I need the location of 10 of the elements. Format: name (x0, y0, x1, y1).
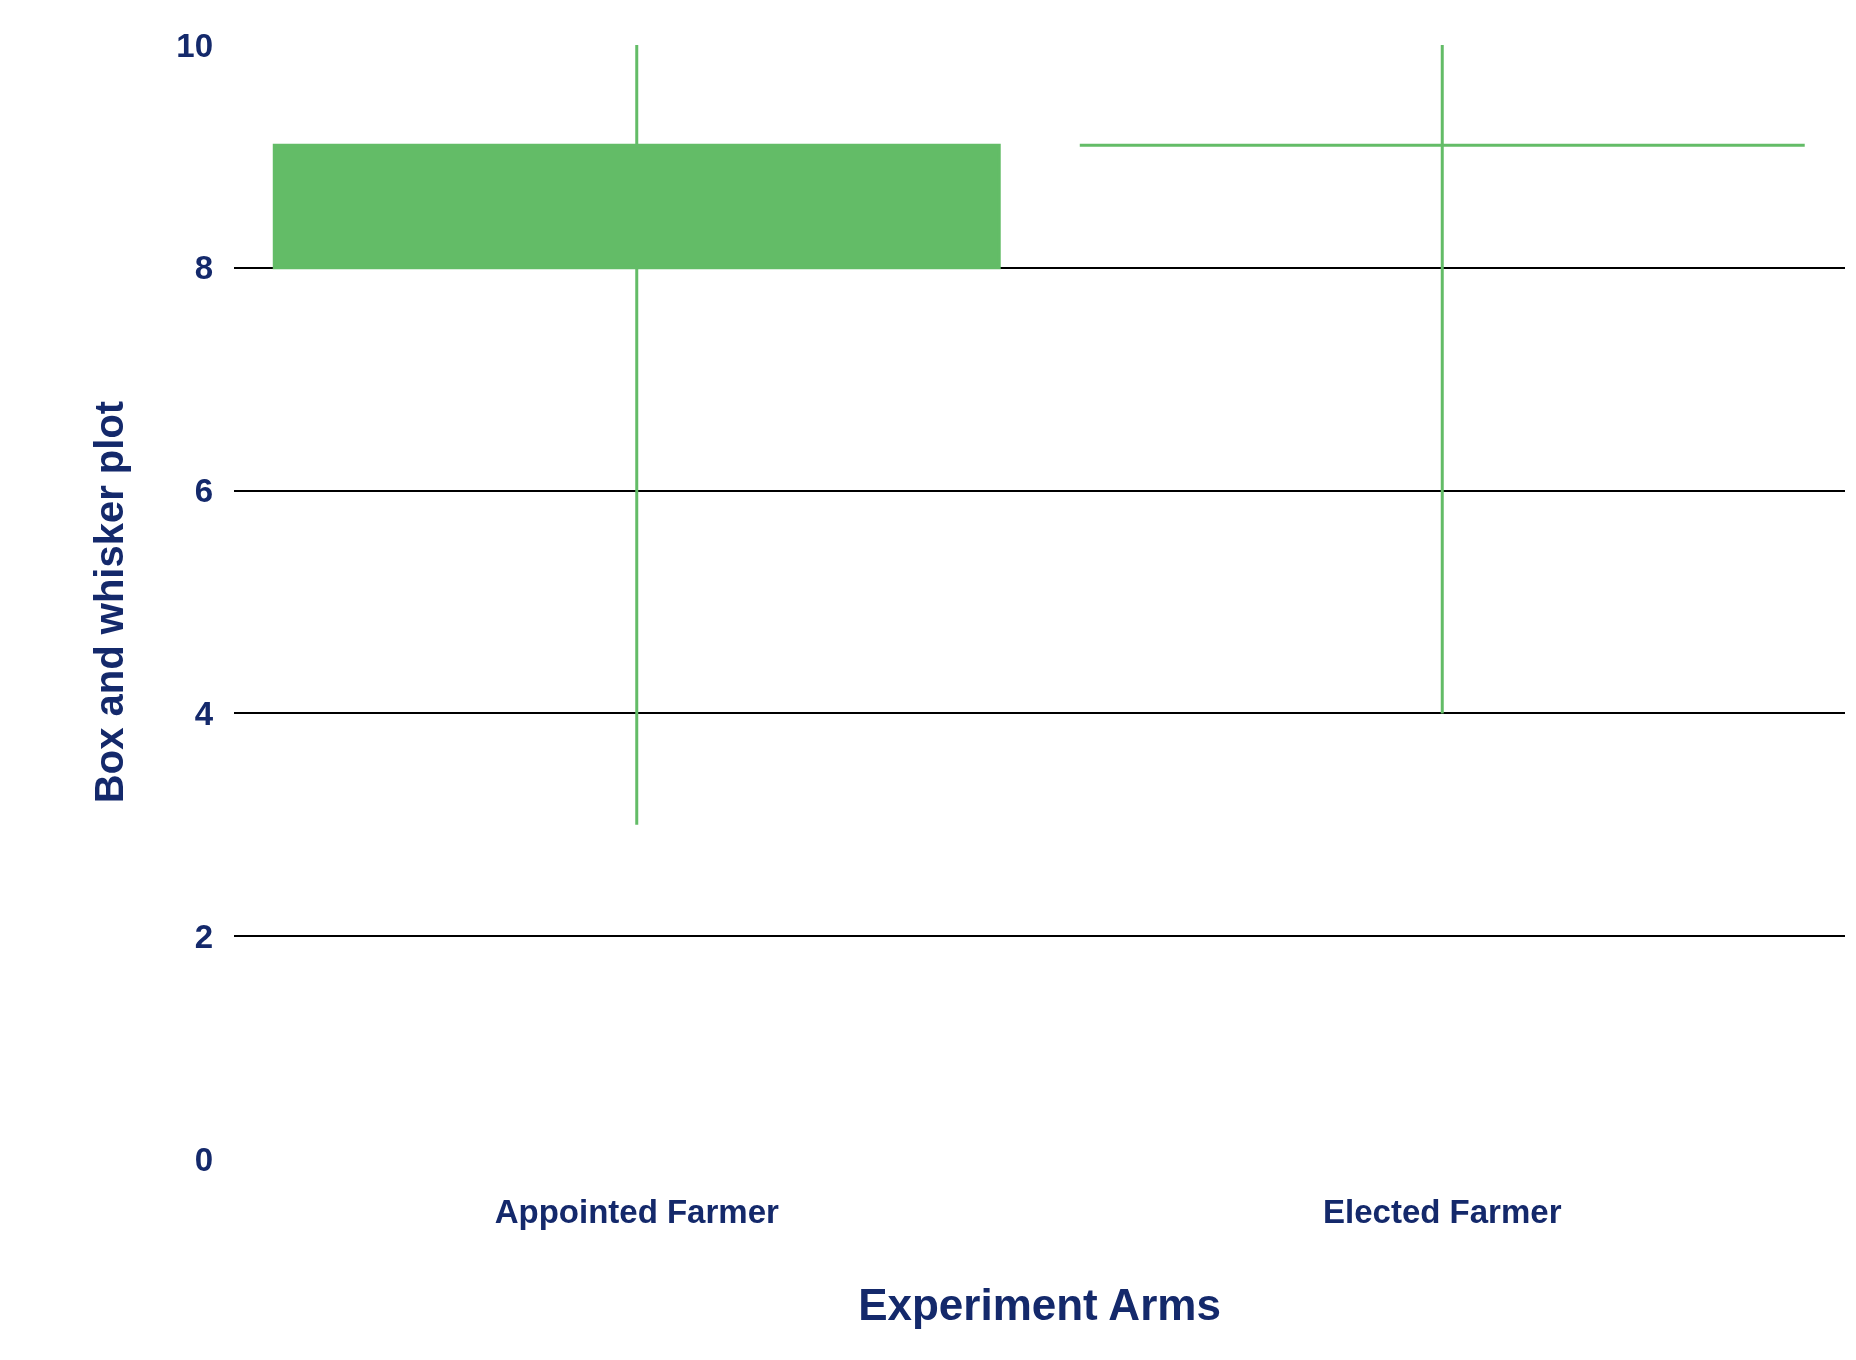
y-tick-label: 10 (176, 26, 213, 64)
y-tick-label: 0 (194, 1140, 213, 1178)
y-tick-label: 4 (194, 694, 214, 732)
y-tick-label: 6 (194, 472, 213, 510)
x-tick-label: Appointed Farmer (494, 1193, 779, 1230)
y-tick-label: 8 (194, 249, 213, 287)
y-tick-label: 2 (194, 917, 213, 955)
x-tick-label: Elected Farmer (1323, 1193, 1562, 1230)
x-axis-title: Experiment Arms (858, 1280, 1221, 1330)
y-axis-title: Box and whisker plot (86, 400, 131, 804)
